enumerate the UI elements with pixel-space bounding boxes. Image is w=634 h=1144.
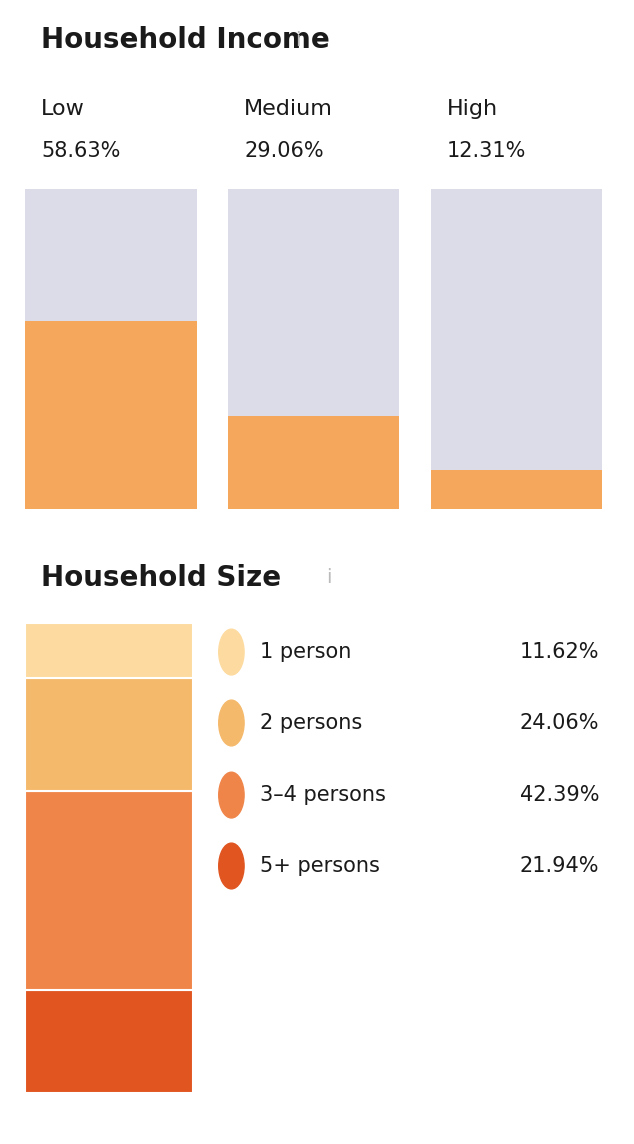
Text: i: i (327, 569, 332, 587)
Text: 21.94%: 21.94% (520, 856, 599, 876)
Text: Household Income: Household Income (41, 26, 330, 54)
FancyBboxPatch shape (228, 416, 399, 509)
Text: 58.63%: 58.63% (41, 141, 120, 161)
Text: Household Size: Household Size (41, 564, 281, 591)
Text: 2 persons: 2 persons (260, 713, 362, 733)
FancyBboxPatch shape (25, 189, 197, 509)
FancyBboxPatch shape (25, 321, 197, 509)
Circle shape (219, 629, 244, 675)
Text: Low: Low (41, 98, 85, 119)
Text: 24.06%: 24.06% (520, 713, 599, 733)
Circle shape (219, 700, 244, 746)
FancyBboxPatch shape (25, 678, 193, 791)
Text: High: High (447, 98, 498, 119)
Text: 3–4 persons: 3–4 persons (260, 785, 386, 805)
FancyBboxPatch shape (228, 189, 399, 509)
FancyBboxPatch shape (25, 990, 193, 1093)
FancyBboxPatch shape (25, 623, 193, 678)
Circle shape (219, 772, 244, 818)
Text: i: i (295, 31, 301, 49)
Text: 12.31%: 12.31% (447, 141, 526, 161)
Text: 5+ persons: 5+ persons (260, 856, 380, 876)
Text: 42.39%: 42.39% (520, 785, 599, 805)
Text: Medium: Medium (244, 98, 333, 119)
Text: 11.62%: 11.62% (520, 642, 599, 662)
FancyBboxPatch shape (25, 791, 193, 990)
Circle shape (219, 843, 244, 889)
Text: 29.06%: 29.06% (244, 141, 324, 161)
FancyBboxPatch shape (431, 470, 602, 509)
Text: 1 person: 1 person (260, 642, 351, 662)
FancyBboxPatch shape (431, 189, 602, 509)
